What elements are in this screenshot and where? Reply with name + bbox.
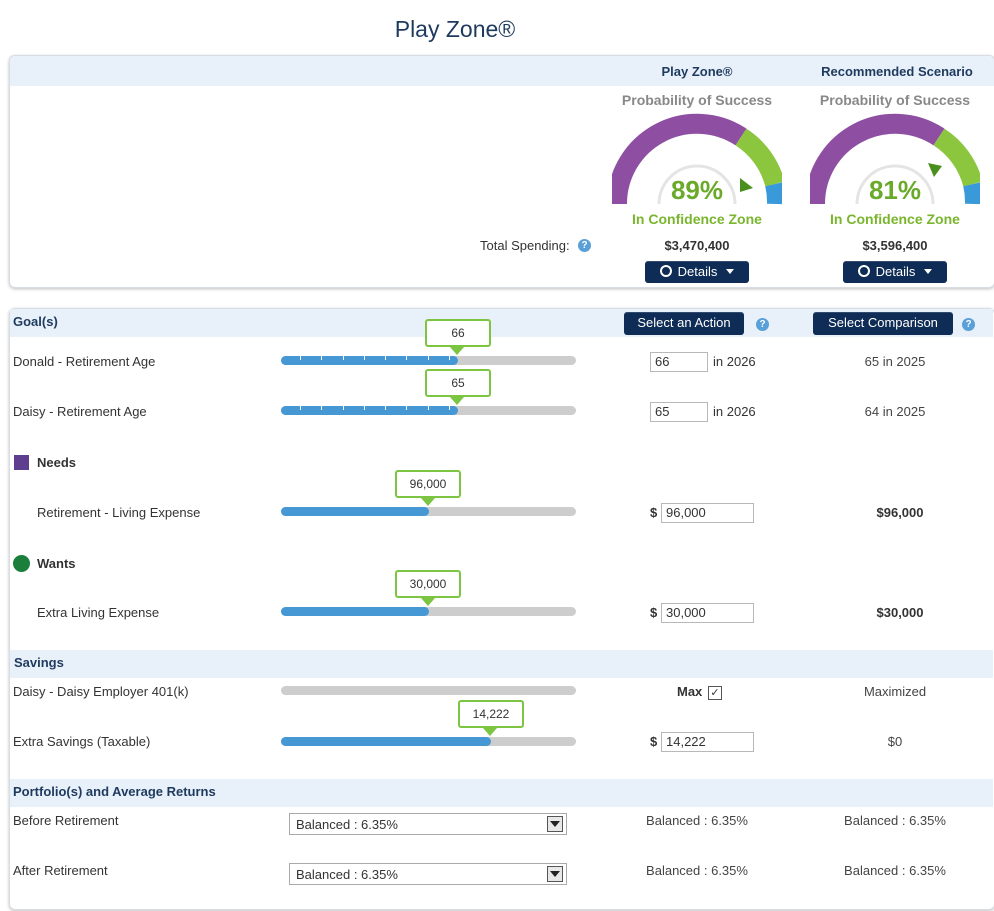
help-icon-comparison[interactable]: ? [962,318,975,331]
slider-value-bubble: 65 [425,369,491,397]
goal-label-living-expense: Retirement - Living Expense [37,505,201,520]
extra-living-expense-input[interactable] [661,603,754,623]
donald-retirement-year: in 2026 [713,354,756,369]
portfolio-after-recommended: Balanced : 6.35% [844,863,946,878]
column-header-recommended: Recommended Scenario [821,64,973,79]
gauge-label-playzone: Probability of Success [621,92,773,108]
confidence-zone-playzone: In Confidence Zone [632,211,762,227]
confidence-zone-recommended: In Confidence Zone [830,211,960,227]
slider-daisy-retirement-age[interactable] [281,406,576,415]
help-icon-action[interactable]: ? [756,318,769,331]
total-spending-label: Total Spending: [480,238,570,253]
slider-fill [281,507,429,516]
dropdown-arrow-icon[interactable] [547,816,563,832]
success-gauge-playzone [612,113,782,205]
chevron-down-icon [924,269,933,274]
select-comparison-button[interactable]: Select Comparison [813,312,953,335]
daisy-retirement-compare: 64 in 2025 [864,404,926,419]
daisy-retirement-year: in 2026 [713,404,756,419]
savings-header-band [10,650,993,678]
savings-label-401k: Daisy - Daisy Employer 401(k) [13,684,189,699]
max-checkbox[interactable]: ✓ [708,686,722,700]
slider-fill [281,737,491,746]
slider-value-bubble: 14,222 [458,700,524,728]
search-icon [659,265,672,277]
slider-fill [281,356,458,365]
gauge-percent-playzone: 89% [670,175,724,205]
portfolio-label-before: Before Retirement [13,813,119,828]
slider-donald-retirement-age[interactable] [281,356,576,365]
portfolio-before-playzone: Balanced : 6.35% [646,813,748,828]
extra-savings-input[interactable] [661,732,754,752]
savings-header: Savings [14,655,64,670]
living-expense-compare: $96,000 [876,505,924,520]
slider-value-bubble: 66 [425,319,491,347]
slider-ticks [300,356,450,360]
portfolio-label-after: After Retirement [13,863,108,878]
401k-compare: Maximized [863,684,927,699]
page-title: Play Zone® [394,16,516,42]
gauge-label-recommended: Probability of Success [819,92,971,108]
extra-living-expense-compare: $30,000 [876,605,924,620]
goal-label-extra-living-expense: Extra Living Expense [37,605,160,620]
chevron-down-icon [726,269,735,274]
wants-title: Wants [37,556,76,571]
slider-401k[interactable] [281,686,576,695]
slider-value-bubble: 96,000 [395,470,461,498]
select-action-button[interactable]: Select an Action [624,312,744,335]
gauge-percent-recommended: 81% [868,175,922,205]
slider-extra-living-expense[interactable] [281,607,576,616]
success-gauge-recommended [810,113,980,205]
currency-symbol: $ [650,505,658,520]
portfolio-header: Portfolio(s) and Average Returns [13,784,216,799]
goal-label-daisy-retirement: Daisy - Retirement Age [13,404,147,419]
bubble-pointer [421,498,435,506]
slider-value-bubble: 30,000 [395,570,461,598]
details-button-recommended[interactable]: Details [843,261,947,283]
column-header-playzone: Play Zone® [661,64,733,79]
needs-title: Needs [37,455,77,470]
savings-label-extra: Extra Savings (Taxable) [13,734,151,749]
search-icon [857,265,870,277]
portfolio-select-before-value: Balanced : 6.35% [296,817,398,832]
living-expense-input[interactable] [661,503,754,523]
summary-header-band [10,56,994,86]
portfolio-after-playzone: Balanced : 6.35% [646,863,748,878]
bubble-pointer [483,728,497,736]
portfolio-select-after-value: Balanced : 6.35% [296,867,398,882]
daisy-retirement-age-input[interactable] [650,402,708,422]
total-spending-recommended: $3,596,400 [862,238,928,253]
summary-card: Play Zone® Recommended Scenario Probabil… [9,55,994,288]
total-spending-playzone: $3,470,400 [664,238,730,253]
max-label: Max [677,684,703,699]
portfolio-header-band [10,779,993,807]
extra-savings-compare: $0 [887,734,903,749]
donald-retirement-compare: 65 in 2025 [864,354,926,369]
slider-ticks [300,406,450,410]
dropdown-arrow-icon[interactable] [547,866,563,882]
wants-color-swatch [13,555,30,572]
goals-header: Goal(s) [13,314,58,329]
donald-retirement-age-input[interactable] [650,352,708,372]
bubble-pointer [450,397,464,405]
portfolio-before-recommended: Balanced : 6.35% [844,813,946,828]
bubble-pointer [421,598,435,606]
slider-fill [281,607,429,616]
details-button-playzone[interactable]: Details [645,261,749,283]
slider-fill [281,406,458,415]
bubble-pointer [450,347,464,355]
help-icon-total-spending[interactable]: ? [578,239,591,252]
portfolio-select-after[interactable]: Balanced : 6.35% [289,863,567,885]
slider-living-expense[interactable] [281,507,576,516]
currency-symbol: $ [650,734,658,749]
slider-extra-savings[interactable] [281,737,576,746]
currency-symbol: $ [650,605,658,620]
details-button-label: Details [875,264,916,279]
portfolio-select-before[interactable]: Balanced : 6.35% [289,813,567,835]
needs-color-swatch [14,455,29,470]
details-button-label: Details [677,264,718,279]
goal-label-donald-retirement: Donald - Retirement Age [13,354,156,369]
